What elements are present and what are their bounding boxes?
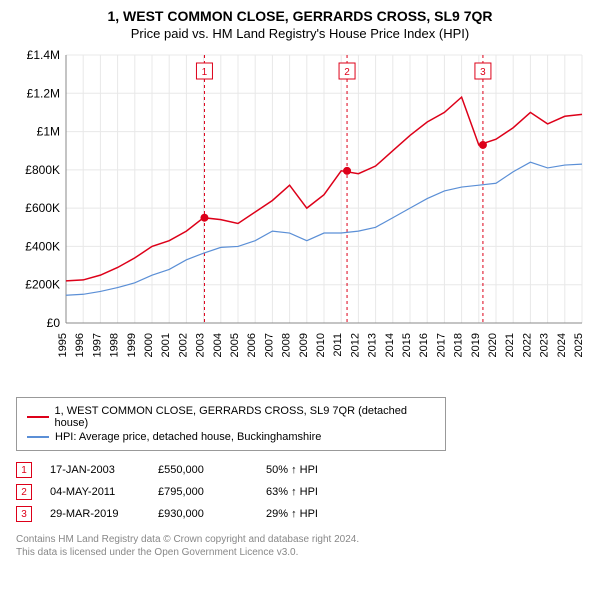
svg-text:1997: 1997 (91, 333, 103, 357)
svg-text:£400K: £400K (25, 239, 60, 253)
svg-text:2012: 2012 (349, 333, 361, 357)
svg-text:2000: 2000 (143, 333, 155, 357)
svg-text:2006: 2006 (246, 333, 258, 357)
event-table: 117-JAN-2003£550,00050% ↑ HPI204-MAY-201… (16, 459, 584, 525)
svg-text:2018: 2018 (453, 333, 465, 357)
svg-text:2011: 2011 (332, 333, 344, 357)
svg-text:2003: 2003 (195, 333, 207, 357)
svg-text:2013: 2013 (367, 333, 379, 357)
svg-text:2016: 2016 (418, 333, 430, 357)
svg-text:2017: 2017 (435, 333, 447, 357)
svg-text:3: 3 (480, 67, 486, 78)
svg-text:2014: 2014 (384, 333, 396, 357)
svg-text:2010: 2010 (315, 333, 327, 357)
svg-text:2009: 2009 (298, 333, 310, 357)
svg-text:2008: 2008 (281, 333, 293, 357)
svg-text:1999: 1999 (126, 333, 138, 357)
svg-text:2023: 2023 (539, 333, 551, 357)
legend: 1, WEST COMMON CLOSE, GERRARDS CROSS, SL… (16, 397, 446, 451)
page-title: 1, WEST COMMON CLOSE, GERRARDS CROSS, SL… (12, 8, 588, 24)
svg-text:2015: 2015 (401, 333, 413, 357)
footer-attribution: Contains HM Land Registry data © Crown c… (16, 533, 584, 559)
svg-text:1: 1 (202, 67, 208, 78)
svg-text:1998: 1998 (109, 333, 121, 357)
svg-text:2020: 2020 (487, 333, 499, 357)
svg-text:£800K: £800K (25, 163, 60, 177)
event-row: 117-JAN-2003£550,00050% ↑ HPI (16, 459, 584, 481)
price-chart: £0 £200K £400K £600K £800K £1M £1.2M £1.4M 1995 1… (12, 49, 588, 389)
svg-text:2: 2 (344, 67, 350, 78)
svg-text:£0: £0 (47, 316, 61, 330)
svg-text:2019: 2019 (470, 333, 482, 357)
svg-text:£200K: £200K (25, 278, 60, 292)
svg-text:2021: 2021 (504, 333, 516, 357)
svg-text:£1M: £1M (37, 125, 60, 139)
svg-text:2004: 2004 (212, 333, 224, 357)
svg-text:£1.4M: £1.4M (27, 49, 60, 62)
svg-text:£1.2M: £1.2M (27, 86, 60, 100)
svg-text:2025: 2025 (573, 333, 585, 357)
svg-text:2005: 2005 (229, 333, 241, 357)
svg-text:2001: 2001 (160, 333, 172, 357)
event-row: 329-MAR-2019£930,00029% ↑ HPI (16, 503, 584, 525)
legend-item: 1, WEST COMMON CLOSE, GERRARDS CROSS, SL… (27, 404, 435, 430)
svg-text:2024: 2024 (556, 333, 568, 357)
svg-text:2007: 2007 (263, 333, 275, 357)
svg-text:2022: 2022 (521, 333, 533, 357)
svg-text:1995: 1995 (57, 333, 69, 357)
svg-text:£600K: £600K (25, 201, 60, 215)
page-subtitle: Price paid vs. HM Land Registry's House … (12, 26, 588, 41)
svg-text:2002: 2002 (177, 333, 189, 357)
event-row: 204-MAY-2011£795,00063% ↑ HPI (16, 481, 584, 503)
legend-item: HPI: Average price, detached house, Buck… (27, 430, 435, 444)
svg-text:1996: 1996 (74, 333, 86, 357)
